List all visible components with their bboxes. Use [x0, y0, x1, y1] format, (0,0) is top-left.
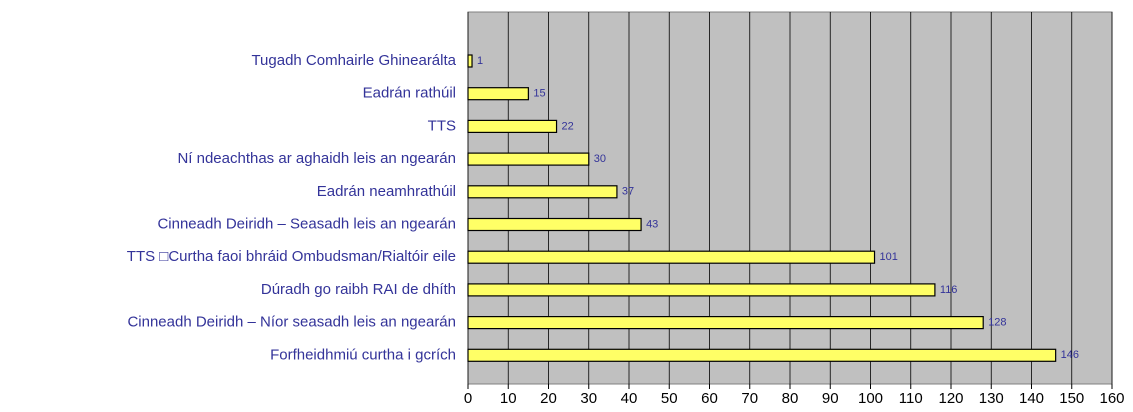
value-label: 22	[562, 120, 574, 132]
bar	[467, 54, 473, 68]
x-tick-label: 120	[938, 390, 963, 407]
x-tick-label: 30	[580, 390, 597, 407]
y-tick-label: Forfheidhmiú curtha i gcrích	[270, 346, 456, 363]
bar	[467, 185, 618, 199]
y-tick-label: Cinneadh Deiridh – Níor seasadh leis an …	[127, 314, 456, 331]
y-tick-label: TTS	[428, 117, 456, 134]
bar	[467, 316, 984, 330]
y-tick-label: Tugadh Comhairle Ghinearálta	[251, 52, 456, 69]
y-tick-label: Eadrán rathúil	[363, 85, 456, 102]
x-tick-label: 90	[822, 390, 839, 407]
value-label: 146	[1061, 349, 1079, 361]
value-label: 37	[622, 186, 634, 198]
bar	[467, 348, 1057, 362]
bar	[467, 87, 529, 101]
x-tick-label: 0	[464, 390, 472, 407]
x-tick-label: 40	[621, 390, 638, 407]
x-tick-label: 130	[979, 390, 1004, 407]
x-tick-label: 160	[1099, 390, 1124, 407]
value-label: 116	[940, 284, 958, 296]
value-label: 30	[594, 153, 606, 165]
x-tick-label: 100	[858, 390, 883, 407]
value-label: 15	[533, 88, 545, 100]
y-tick-label: Cinneadh Deiridh – Seasadh leis an ngear…	[157, 215, 456, 232]
x-tick-label: 110	[899, 390, 923, 407]
bar	[467, 283, 936, 297]
x-tick-label: 50	[661, 390, 678, 407]
x-tick-label: 20	[540, 390, 557, 407]
x-tick-label: 10	[500, 390, 517, 407]
x-tick-label: 60	[701, 390, 718, 407]
value-label: 1	[477, 55, 483, 67]
y-tick-label: Ní ndeachthas ar aghaidh leis an ngearán	[177, 150, 456, 167]
x-tick-label: 70	[741, 390, 758, 407]
y-tick-label: Dúradh go raibh RAI de dhíth	[261, 281, 456, 298]
bar	[467, 217, 642, 232]
bar	[467, 119, 558, 134]
y-tick-label: TTS □Curtha faoi bhráid Ombudsman/Rialtó…	[127, 248, 456, 265]
bar	[467, 250, 876, 264]
value-label: 128	[988, 317, 1006, 329]
x-tick-label: 80	[782, 390, 799, 407]
x-tick-label: 140	[1019, 390, 1044, 407]
bar	[467, 152, 590, 166]
value-label: 101	[880, 251, 898, 263]
x-tick-label: 150	[1059, 390, 1084, 407]
value-label: 43	[646, 218, 658, 230]
y-tick-label: Eadrán neamhrathúil	[317, 183, 456, 200]
